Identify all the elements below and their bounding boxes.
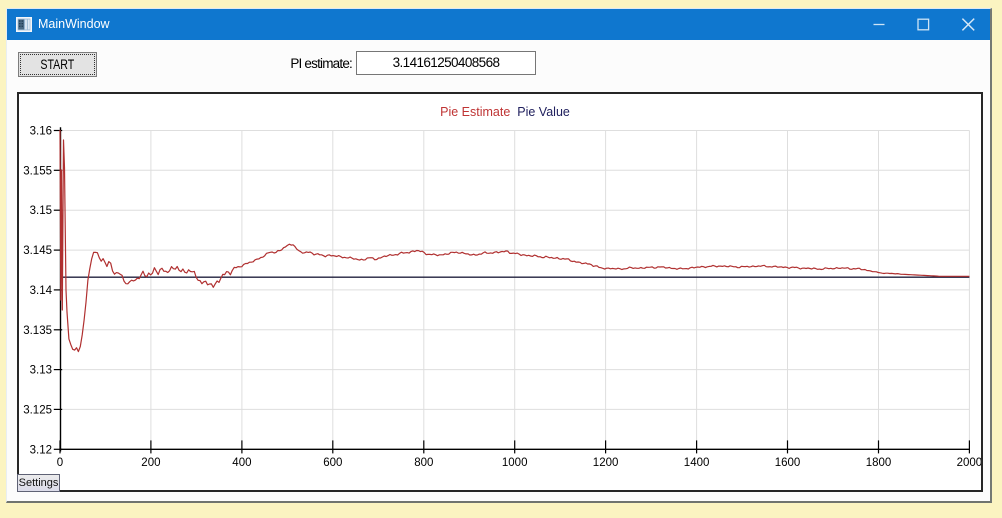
svg-text:3.135: 3.135: [23, 325, 52, 337]
svg-text:3.125: 3.125: [23, 404, 52, 416]
svg-text:3.16: 3.16: [30, 126, 52, 138]
svg-text:3.145: 3.145: [23, 245, 52, 257]
svg-text:3.14: 3.14: [30, 285, 53, 297]
svg-text:3.155: 3.155: [23, 165, 52, 177]
svg-text:0: 0: [57, 457, 63, 469]
svg-text:3.15: 3.15: [30, 205, 52, 217]
svg-text:1600: 1600: [775, 457, 801, 469]
svg-text:200: 200: [141, 457, 160, 469]
svg-text:1400: 1400: [684, 457, 710, 469]
svg-text:3.12: 3.12: [30, 444, 52, 456]
svg-text:600: 600: [323, 457, 342, 469]
svg-text:1800: 1800: [866, 457, 892, 469]
svg-text:800: 800: [414, 457, 433, 469]
svg-text:1200: 1200: [593, 457, 619, 469]
svg-text:400: 400: [232, 457, 251, 469]
svg-text:1000: 1000: [502, 457, 528, 469]
svg-text:2000: 2000: [957, 457, 981, 469]
svg-text:3.13: 3.13: [30, 365, 52, 377]
